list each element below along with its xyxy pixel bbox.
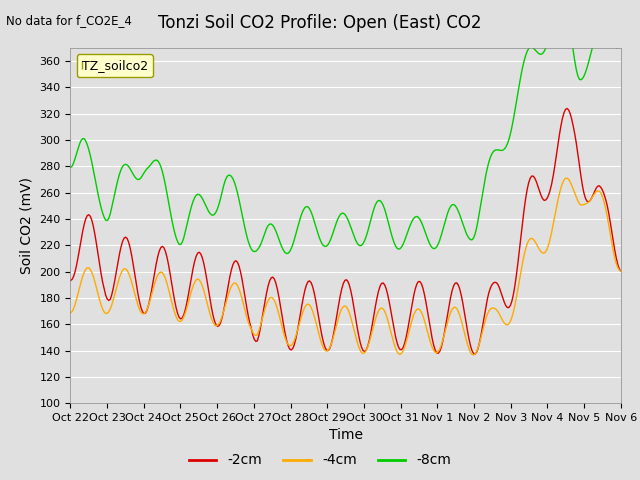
X-axis label: Time: Time: [328, 429, 363, 443]
Legend: -2cm, -4cm, -8cm: -2cm, -4cm, -8cm: [183, 448, 457, 473]
Y-axis label: Soil CO2 (mV): Soil CO2 (mV): [20, 177, 34, 274]
Text: Tonzi Soil CO2 Profile: Open (East) CO2: Tonzi Soil CO2 Profile: Open (East) CO2: [158, 14, 482, 33]
Legend: TZ_soilco2: TZ_soilco2: [77, 54, 153, 77]
Text: No data for f_CO2E_4: No data for f_CO2E_4: [6, 14, 132, 27]
